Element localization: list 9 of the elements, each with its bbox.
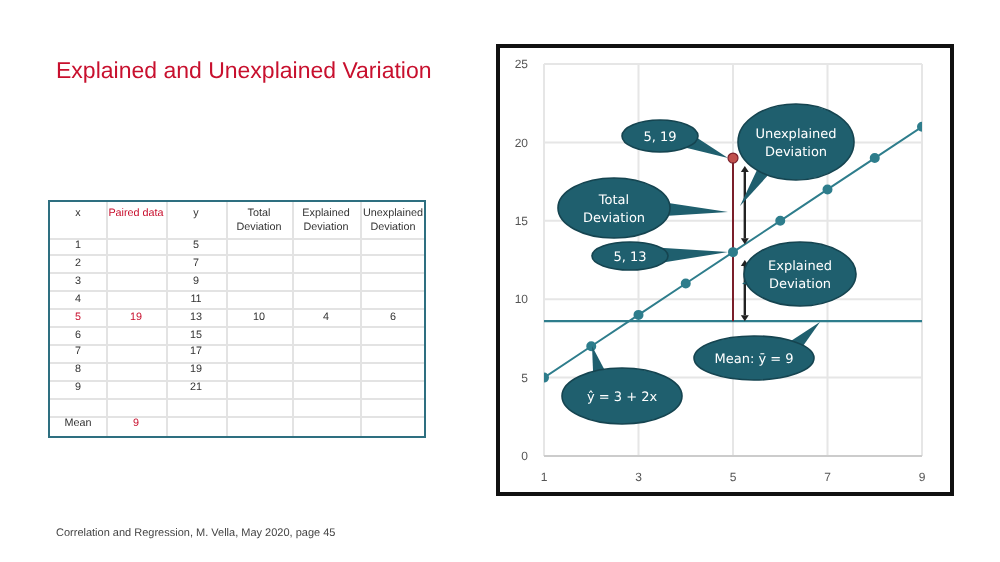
point [869,153,880,164]
point [633,309,644,320]
point [727,152,739,164]
point [775,215,786,226]
point [680,278,691,289]
point [822,184,833,195]
point [728,247,738,258]
text: Explained and Unexplained Variation [56,60,432,84]
point [586,341,597,352]
